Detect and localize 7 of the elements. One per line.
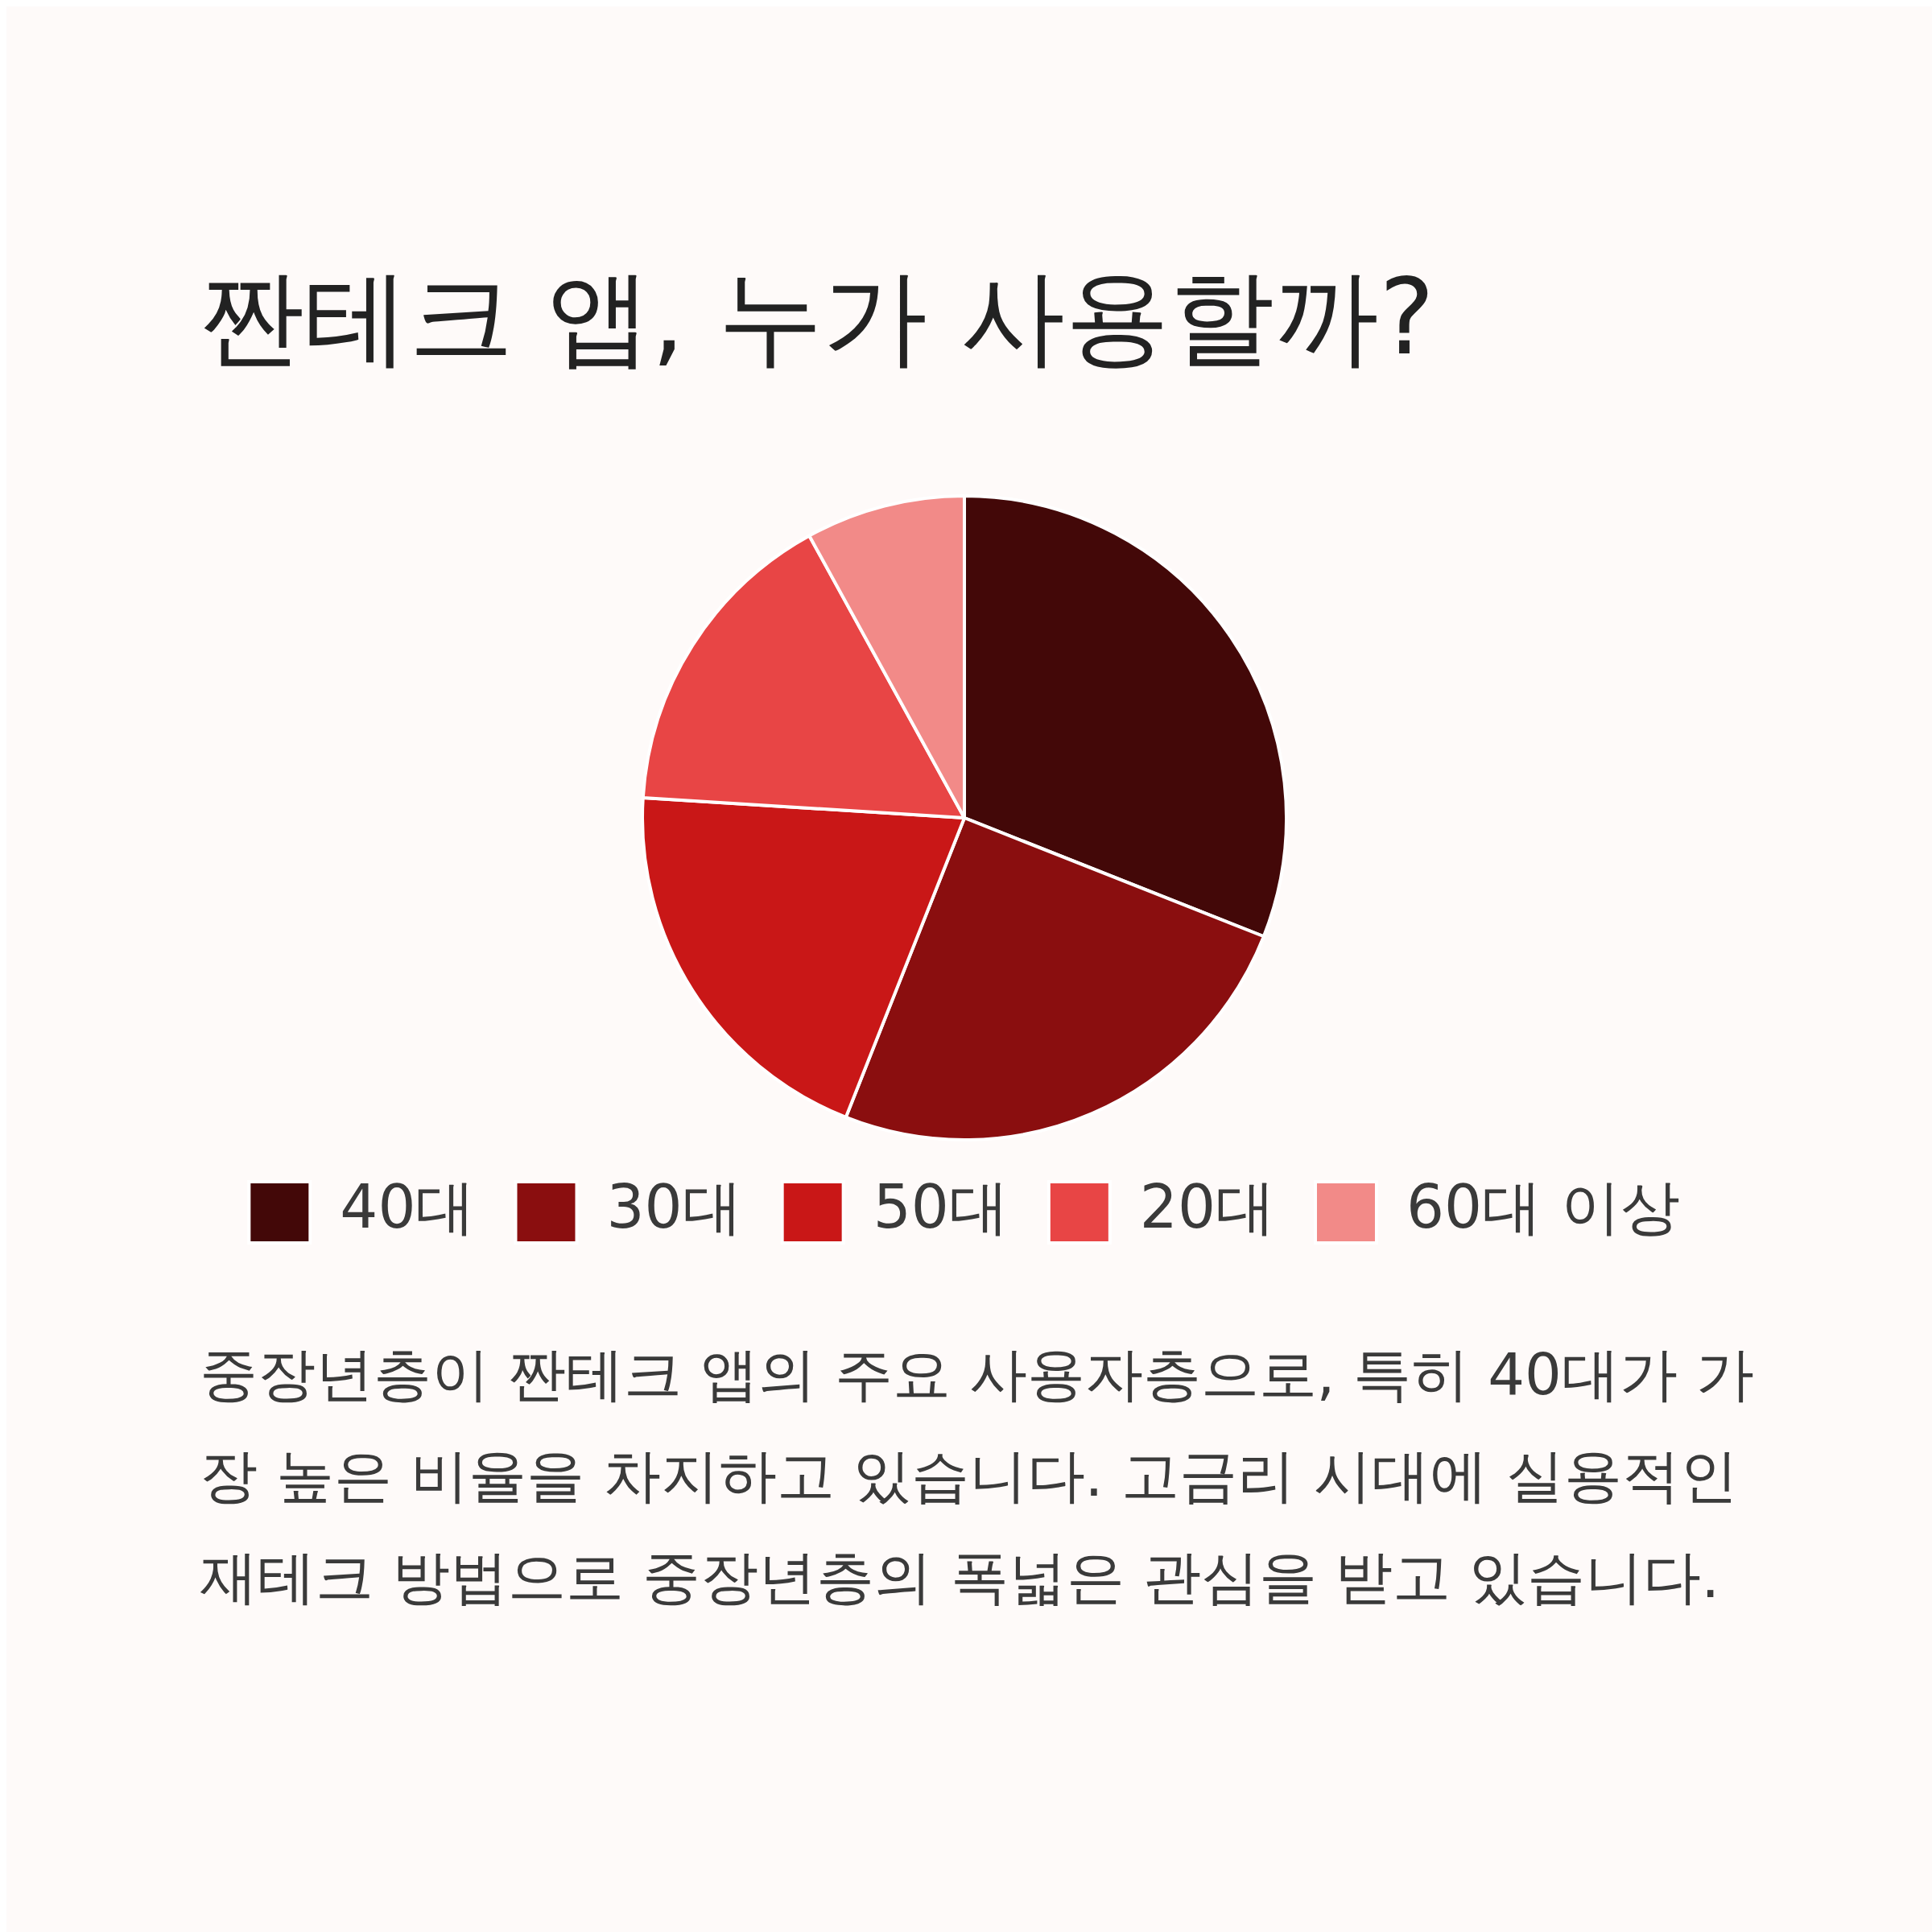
legend-label: 30대 [606,1172,742,1242]
legend-label: 40대 [340,1172,476,1242]
legend-label: 50대 [873,1172,1009,1242]
legend-label: 20대 [1139,1172,1275,1242]
chart-title: 짠테크 앱, 누가 사용할까? [200,255,1436,380]
text: 중장년층이 짠테크 앱의 주요 사용자층으로, 특히 40대가 가장 높은 비율을 차지하고 있습니다. 고금리 시대에 실용적인 재테크 방법으로 중장년층의 폭넓은 관심을 받고 있습니다. [200,1340,1755,1612]
legend-label: 60대 이상 [1406,1172,1680,1242]
